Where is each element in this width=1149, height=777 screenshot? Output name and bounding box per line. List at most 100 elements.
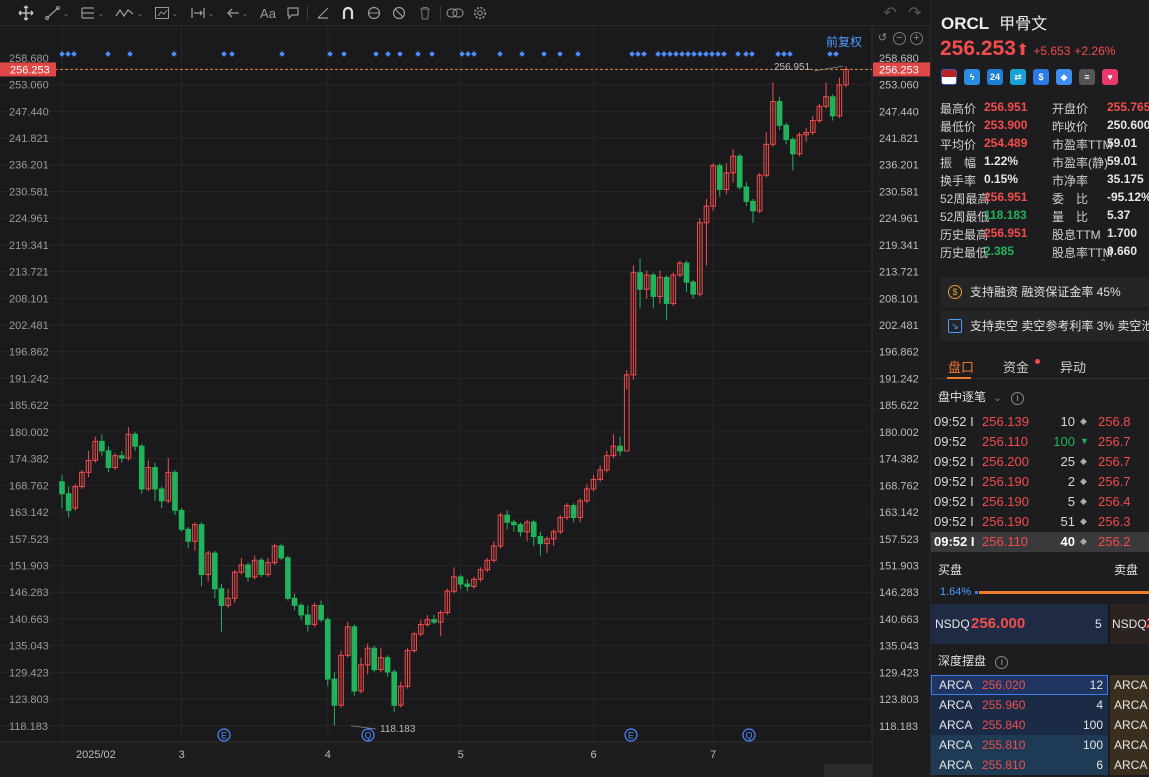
redo-icon[interactable]: ↷ (908, 5, 922, 22)
candle-body (391, 671, 398, 706)
info-icon[interactable]: i (995, 656, 1009, 669)
candle-body (550, 531, 557, 540)
depth-price: 255.840 (982, 718, 1026, 732)
y-tick-label-left: 135.043 (9, 641, 49, 653)
chart-background (0, 26, 930, 777)
event-dot-marker (557, 51, 563, 57)
candle-body (471, 578, 477, 587)
depth-ask-exchange: ARCA (1114, 718, 1148, 732)
document-icon[interactable]: ≡ (1079, 69, 1095, 85)
candle-body (185, 528, 192, 542)
tick-price: 256.139 (982, 414, 1029, 429)
candlestick-chart[interactable]: 258.680 258.680 253.060 253.060 247.440 247.4… (0, 26, 930, 777)
y-tick-label: 196.862 (879, 347, 919, 359)
depth-book[interactable]: ARCA 256.020 12 ARCA ARCA 255.960 4 ARCA ARCA 255… (931, 675, 1149, 775)
depth-row: ARCA 255.810 6 ARCA (931, 755, 1149, 775)
candle-body (118, 455, 125, 459)
heart-icon[interactable]: ♥ (1102, 69, 1118, 85)
hide-icon[interactable] (389, 3, 409, 23)
y-tick-label: 180.002 (879, 427, 919, 439)
trendline-icon[interactable]: ⌄ (44, 3, 70, 23)
lightning-icon[interactable]: ϟ (964, 69, 980, 85)
collapse-icon[interactable]: ⌃ (1099, 258, 1108, 269)
depth-exchange: ARCA (939, 758, 973, 772)
undo-icon[interactable]: ↶ (883, 5, 897, 22)
depth-row: ARCA 255.840 100 ARCA (931, 715, 1149, 735)
magnet-icon[interactable] (339, 3, 357, 23)
stat-value: -95.12% (1107, 190, 1149, 204)
y-tick-label-left: 241.821 (9, 133, 49, 145)
margin-promo[interactable]: $ 支持融资 融资保证金率 45% (940, 277, 1149, 307)
stat-label: 最高价 (940, 102, 977, 116)
depth-exchange: ARCA (939, 718, 973, 732)
swap-icon[interactable]: ⇄ (1010, 69, 1026, 85)
x-tick-label: 6 (591, 749, 597, 761)
candle-body (79, 471, 85, 488)
tick-list-title[interactable]: 盘中逐笔 ⌄ i (938, 388, 1025, 405)
fib-icon[interactable]: ⌄ (78, 3, 106, 23)
candle-body (683, 262, 690, 283)
candle-body (85, 459, 92, 473)
tick-right-price: 256.8 (1098, 414, 1131, 429)
y-tick-label: 213.721 (879, 267, 919, 279)
24h-icon[interactable]: 24 (987, 69, 1003, 85)
price-adjust-toggle[interactable]: 前复权 (826, 35, 863, 49)
chart-scrollbar (824, 764, 872, 777)
tick-list[interactable]: 09:52 I 256.139 10 ◆ 256.8 09:52 256.110 100 ▼ 25… (931, 412, 1149, 552)
tab-funds[interactable]: 资金 (1003, 360, 1030, 375)
high-leader-line (813, 65, 844, 72)
best-bid-ask: NSDQ 256.000 5 NSDQ 2 (931, 604, 1149, 644)
candle-body (437, 612, 444, 623)
zoom-in-icon[interactable]: + (910, 32, 923, 45)
stat-value: 5.37 (1107, 208, 1131, 222)
crosshair-icon[interactable] (16, 3, 36, 23)
text-icon[interactable]: Aa (260, 5, 276, 21)
candle-body (112, 455, 118, 469)
trash-icon[interactable] (415, 3, 435, 23)
ticker-symbol: ORCL (941, 14, 990, 33)
stat-label: 市净率 (1052, 174, 1089, 188)
candle-body (836, 84, 843, 117)
ruler-icon[interactable] (314, 3, 332, 23)
y-tick-label-left: 196.862 (9, 347, 49, 359)
zoom-out-icon[interactable]: − (893, 32, 906, 45)
tab-order-book[interactable]: 盘口 (948, 360, 975, 375)
range-icon[interactable]: ⌄ (187, 3, 217, 23)
chevron-down-icon[interactable]: ⌄ (993, 393, 1002, 404)
info-icon[interactable]: i (1011, 392, 1025, 405)
wave-icon[interactable]: ⌄ (113, 3, 145, 23)
candle-body (265, 562, 271, 576)
tick-price: 256.190 (982, 514, 1029, 529)
stat-label: 52周最低 (940, 210, 990, 224)
tick-row: 09:52 256.110 100 ▼ 256.7 (931, 432, 1149, 452)
tag-icon[interactable]: ◆ (1056, 69, 1072, 85)
candle-body (643, 274, 650, 290)
event-dot-marker (833, 51, 839, 57)
note-icon[interactable] (284, 3, 302, 23)
stat-value: 250.600 (1107, 118, 1149, 132)
event-dot-marker (673, 51, 679, 57)
candle-body (278, 545, 285, 559)
measure-icon[interactable]: ⌄ (151, 3, 181, 23)
dollar-icon[interactable]: $ (1033, 69, 1049, 85)
short-promo[interactable]: ↘ 支持卖空 卖空参考利率 3% 卖空池 (940, 311, 1149, 341)
quote-stats: 最高价 256.951 开盘价 255.765 最低价 253.900 昨收价 250.600… (940, 100, 1149, 262)
candle-body (697, 222, 703, 295)
tick-volume: 51 (1060, 514, 1075, 529)
y-tick-label-left: 219.341 (9, 240, 49, 252)
tab-movements[interactable]: 异动 (1060, 360, 1087, 375)
candle-body (776, 101, 783, 126)
reset-icon[interactable]: ↺ (877, 32, 888, 44)
y-tick-label: 146.283 (879, 587, 919, 599)
lock-icon[interactable] (364, 3, 384, 23)
dollar-coin-icon: $ (948, 285, 962, 299)
arrow-icon[interactable]: ⌄ (224, 3, 250, 23)
gear-icon[interactable] (470, 3, 490, 23)
link-icon[interactable] (445, 3, 465, 23)
candle-body (364, 647, 371, 666)
y-tick-label-left: 140.663 (9, 614, 49, 626)
y-tick-label-left: 180.002 (9, 427, 49, 439)
chart-canvas[interactable]: 258.680 258.680 253.060 253.060 247.440 247.4… (0, 26, 930, 777)
candle-body (324, 619, 331, 680)
tick-direction-icon: ▼ (1080, 436, 1089, 446)
